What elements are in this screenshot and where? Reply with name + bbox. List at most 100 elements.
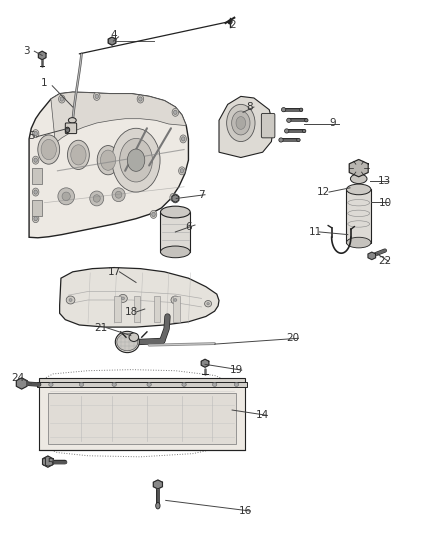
Text: 6: 6 <box>185 222 192 232</box>
Ellipse shape <box>346 184 371 195</box>
Ellipse shape <box>174 298 177 301</box>
Text: 17: 17 <box>108 267 121 277</box>
Ellipse shape <box>127 149 145 171</box>
Ellipse shape <box>112 383 117 386</box>
Text: 19: 19 <box>230 365 243 375</box>
Ellipse shape <box>119 294 127 302</box>
Text: 11: 11 <box>308 227 321 237</box>
Text: 12: 12 <box>317 187 330 197</box>
Text: 3: 3 <box>24 46 30 56</box>
Ellipse shape <box>160 246 190 258</box>
Ellipse shape <box>62 192 71 200</box>
Polygon shape <box>153 296 160 322</box>
Polygon shape <box>134 296 141 322</box>
Text: 22: 22 <box>378 256 392 266</box>
Ellipse shape <box>93 195 100 202</box>
Bar <box>48 393 237 443</box>
Polygon shape <box>114 296 121 322</box>
Text: 9: 9 <box>329 118 336 128</box>
Ellipse shape <box>139 97 142 101</box>
Polygon shape <box>108 37 116 45</box>
Ellipse shape <box>60 97 64 101</box>
Ellipse shape <box>236 117 246 130</box>
Text: 7: 7 <box>198 190 205 200</box>
Text: 21: 21 <box>95 322 108 333</box>
Bar <box>37 382 247 386</box>
Text: 16: 16 <box>239 506 252 516</box>
Polygon shape <box>39 378 245 384</box>
Ellipse shape <box>180 168 184 173</box>
Text: 10: 10 <box>378 198 392 208</box>
Ellipse shape <box>65 127 70 133</box>
Ellipse shape <box>173 110 177 115</box>
FancyBboxPatch shape <box>65 123 77 134</box>
Ellipse shape <box>34 132 37 136</box>
Polygon shape <box>219 96 274 158</box>
Ellipse shape <box>182 383 186 386</box>
Ellipse shape <box>181 137 185 141</box>
Ellipse shape <box>95 94 99 99</box>
Ellipse shape <box>150 211 157 219</box>
Polygon shape <box>201 359 209 367</box>
Ellipse shape <box>59 95 65 103</box>
Polygon shape <box>172 195 179 203</box>
Ellipse shape <box>234 383 239 386</box>
Ellipse shape <box>68 118 76 123</box>
Text: 1: 1 <box>41 78 48 88</box>
Ellipse shape <box>121 297 124 300</box>
Polygon shape <box>51 92 186 143</box>
Ellipse shape <box>172 108 179 116</box>
Ellipse shape <box>350 174 367 183</box>
Ellipse shape <box>232 111 250 135</box>
Text: 5: 5 <box>28 131 35 141</box>
Bar <box>32 168 42 184</box>
Ellipse shape <box>49 383 53 386</box>
Ellipse shape <box>172 194 179 203</box>
Text: 13: 13 <box>378 176 392 187</box>
Ellipse shape <box>79 383 84 386</box>
Ellipse shape <box>115 191 122 198</box>
Polygon shape <box>42 456 53 467</box>
Ellipse shape <box>147 383 151 386</box>
Ellipse shape <box>112 128 160 192</box>
Ellipse shape <box>302 130 306 133</box>
Ellipse shape <box>120 139 152 182</box>
Polygon shape <box>368 252 376 260</box>
Ellipse shape <box>285 129 289 133</box>
Ellipse shape <box>58 188 74 205</box>
Text: 4: 4 <box>111 30 117 41</box>
Ellipse shape <box>279 138 283 142</box>
Ellipse shape <box>32 130 39 138</box>
Ellipse shape <box>41 140 57 160</box>
Ellipse shape <box>67 140 89 169</box>
Text: 2: 2 <box>229 20 235 30</box>
Ellipse shape <box>205 301 212 307</box>
Ellipse shape <box>100 150 116 170</box>
Ellipse shape <box>32 215 39 223</box>
Ellipse shape <box>34 216 37 221</box>
Ellipse shape <box>282 108 286 112</box>
Ellipse shape <box>32 156 39 164</box>
Ellipse shape <box>212 383 217 386</box>
Ellipse shape <box>32 188 39 196</box>
Ellipse shape <box>226 104 255 142</box>
Ellipse shape <box>171 195 175 199</box>
Text: 8: 8 <box>246 102 253 112</box>
Text: 18: 18 <box>125 306 138 317</box>
Ellipse shape <box>346 237 371 248</box>
Ellipse shape <box>38 135 60 164</box>
Ellipse shape <box>304 119 308 122</box>
Polygon shape <box>60 268 219 327</box>
Ellipse shape <box>170 193 177 201</box>
Ellipse shape <box>152 212 155 216</box>
Ellipse shape <box>299 108 303 111</box>
Ellipse shape <box>180 135 187 143</box>
Ellipse shape <box>129 333 139 342</box>
Bar <box>32 200 42 216</box>
Ellipse shape <box>66 296 75 304</box>
Ellipse shape <box>287 118 291 123</box>
Ellipse shape <box>97 146 119 175</box>
Ellipse shape <box>171 296 180 304</box>
Ellipse shape <box>179 167 185 175</box>
Ellipse shape <box>297 139 300 142</box>
